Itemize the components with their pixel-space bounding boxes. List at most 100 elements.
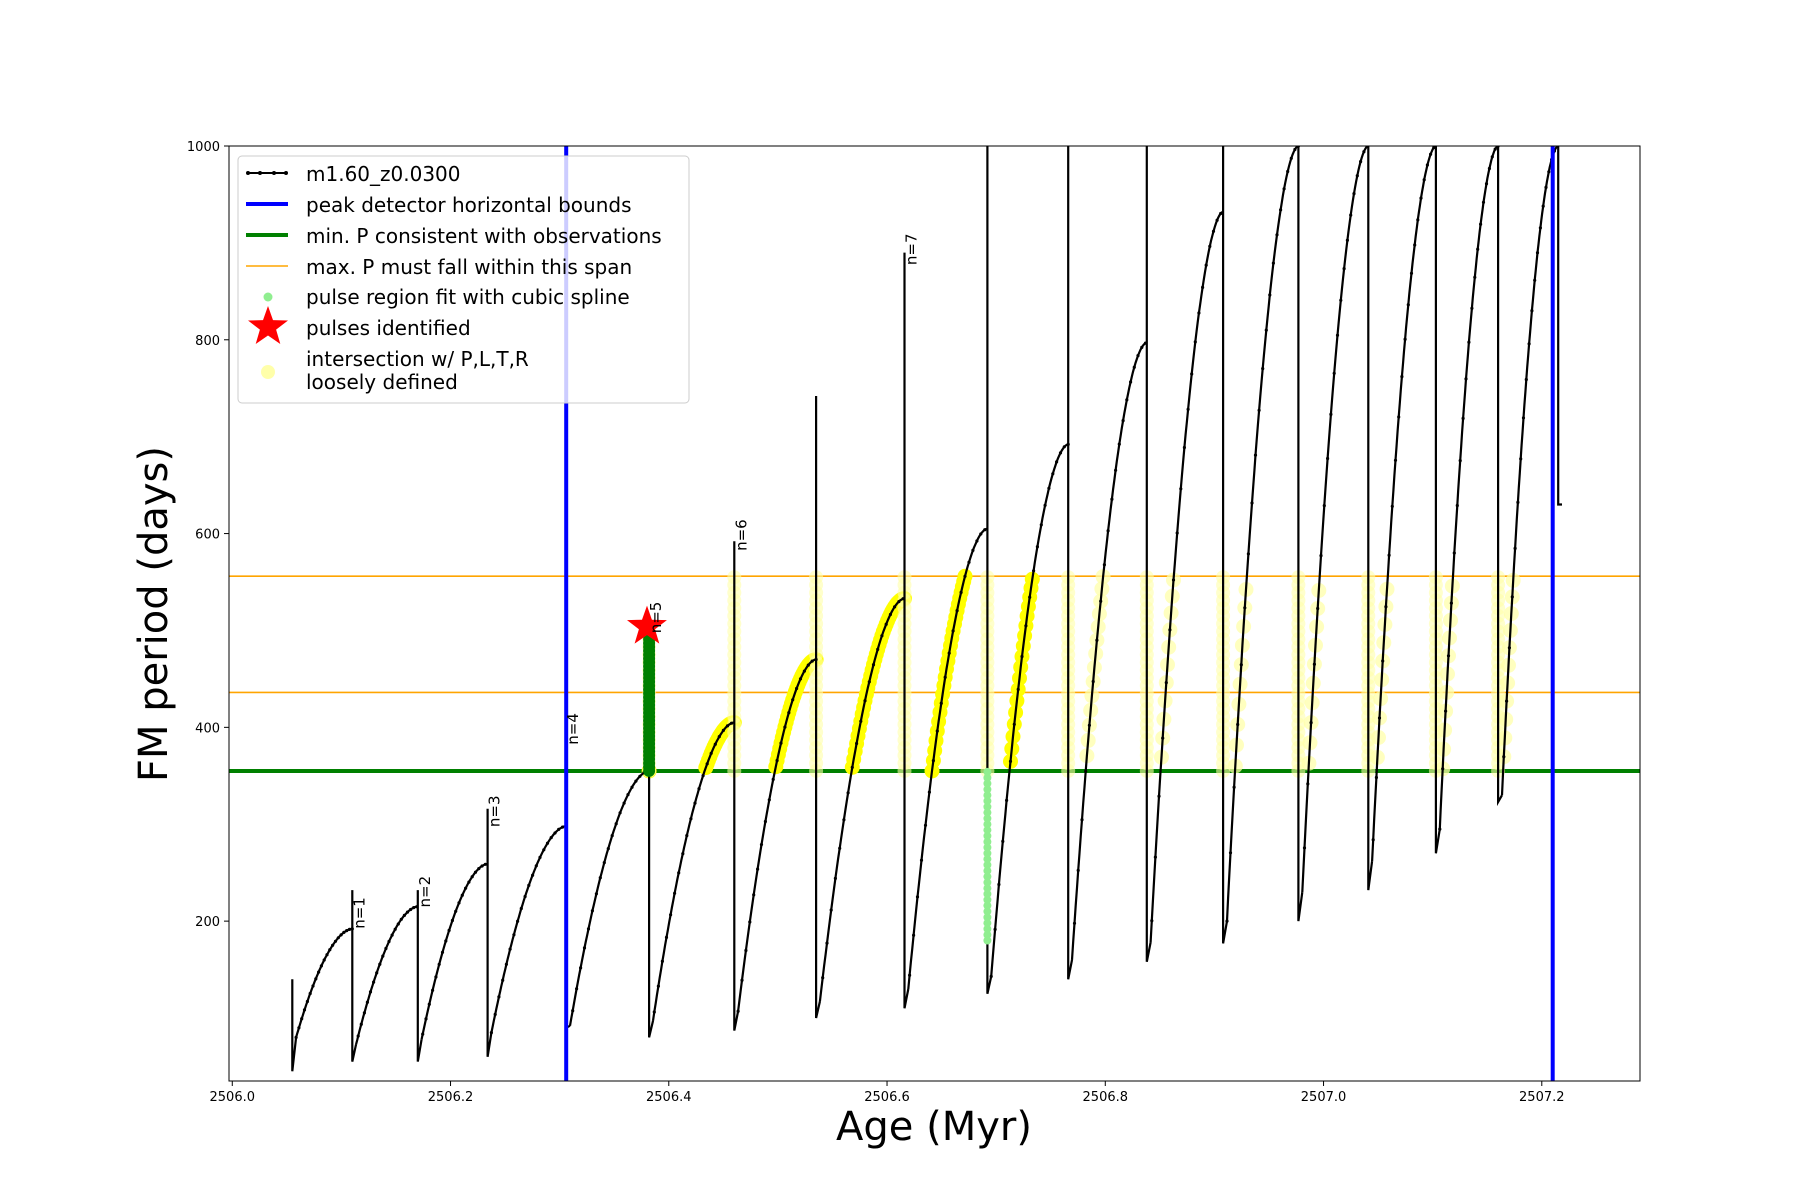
y-tick-label: 600 [195,528,220,543]
track-point [1268,293,1272,297]
x-axis-ticks: 2506.0 2506.2 2506.4 2506.6 2506.8 2507.0 2507… [210,1081,1565,1105]
track-point [489,1031,493,1035]
legend-label-model: m1.60_z0.0300 [306,162,461,186]
track-point [336,936,340,940]
track-point [915,895,920,899]
track-point [308,991,312,996]
track-point [993,927,997,932]
track-point [402,913,406,918]
track-point [399,917,403,921]
legend-entry-intersection: intersection w/ P,L,T,R loosely defined [261,347,529,394]
legend-label-bounds: peak detector horizontal bounds [306,193,632,217]
spline-marker [983,820,992,829]
x-tick-label: 2506.8 [1083,1090,1129,1105]
track-point [1114,468,1118,472]
track-point [415,905,419,909]
track-point [1035,545,1039,549]
track-point [1362,150,1366,154]
track-point [1425,163,1429,167]
track-point [1008,759,1013,764]
spline-marker [983,826,992,835]
track-point [1072,921,1077,925]
spline-marker [983,808,992,817]
track-point [713,742,717,746]
pulse-identified-star [627,605,667,644]
track-point [1309,721,1313,725]
spline-marker [983,924,992,933]
track-point [1409,271,1414,275]
track-point [457,901,461,905]
spline-marker [983,837,992,846]
track-point [1429,152,1433,156]
track-point [1441,767,1445,771]
track-point [381,954,385,958]
track-point [638,774,642,778]
track-point [508,947,512,951]
track-point [1452,551,1456,555]
spline-marker [983,860,992,869]
track-point [1257,408,1261,412]
track-point [319,964,323,968]
track-pulse-8 [903,252,910,1009]
y-axis-ticks: 200 400 600 800 1000 [187,140,229,930]
track-point [838,846,842,850]
track-point [560,825,565,829]
track-point [339,933,343,937]
track-point [802,669,807,673]
legend-label-min-period: min. P consistent with observations [306,224,662,248]
track-point [1413,243,1417,247]
track-point [1129,380,1133,384]
track-point [677,871,681,875]
track-point [1225,919,1229,923]
track-point [1157,794,1161,798]
track-point [467,880,471,884]
track-pulse-7 [814,396,821,1019]
pulse-label-6: n=6 [732,519,750,551]
spline-marker [983,936,992,945]
track-point [347,927,352,932]
track-point [810,659,814,663]
track-point [931,759,936,763]
track-point [557,827,561,832]
track-point [1484,182,1489,186]
track-point [1208,244,1212,248]
track-point [333,939,338,943]
track-point [1302,846,1307,850]
track-point [1204,263,1208,267]
track-point [1286,169,1290,174]
track-point [1419,196,1423,200]
track-point [1197,311,1201,315]
track-point [725,724,730,728]
track-point [531,873,535,877]
spline-marker [983,907,992,916]
track-point [689,817,693,821]
track-point [1164,681,1168,685]
track-point [571,1009,575,1013]
spline-marker [983,930,992,939]
track-point [1171,578,1176,582]
track-point [294,1035,298,1039]
plot-frame [228,145,1641,1082]
track-point [1179,487,1183,491]
track-point [1322,504,1326,508]
track-point [297,1026,301,1030]
legend: m1.60_z0.0300 peak detector horizontal b… [237,155,690,404]
track-point [833,876,838,881]
track-point [447,928,451,933]
track-point [1239,663,1243,667]
track-point [387,939,391,944]
track-point [867,680,871,684]
track-point [305,999,309,1004]
y-tick-label: 200 [195,915,220,930]
track-point [939,701,943,705]
track-point [967,560,971,564]
track-point [523,894,527,899]
track-point [752,893,756,897]
track-point [1043,503,1047,507]
track-point [1236,722,1240,727]
track-point [1455,503,1459,508]
track-point [935,729,939,733]
track-point [1544,185,1548,189]
y-tick-label: 1000 [187,140,220,155]
track-point [1365,146,1369,149]
